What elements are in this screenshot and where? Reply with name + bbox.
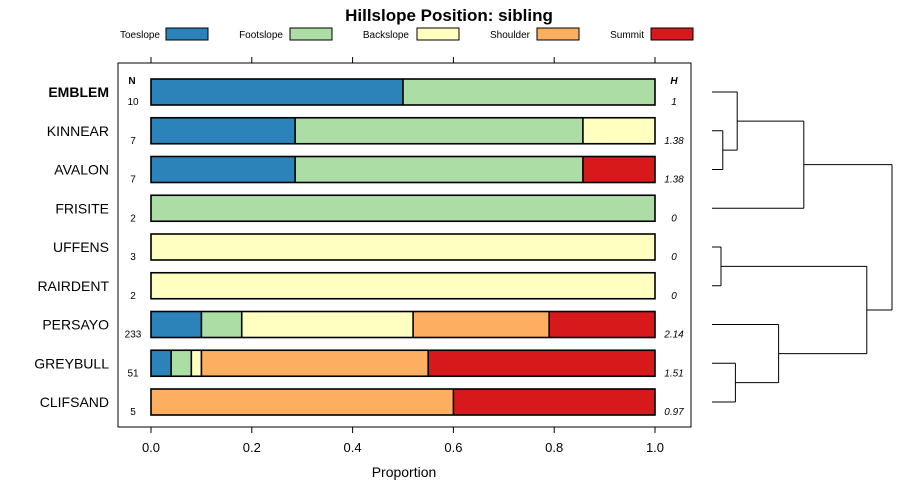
- row-h-value: 0.97: [664, 407, 684, 418]
- bar-segment-summit: [428, 350, 655, 377]
- plot-frame: [117, 62, 692, 428]
- row-h-value: 2.14: [663, 330, 684, 341]
- legend-label-shoulder: Shoulder: [490, 30, 531, 41]
- row-n-value: 7: [130, 136, 136, 147]
- bar-segment-footslope: [171, 350, 192, 377]
- bar-row-emblem: EMBLEM 10 1: [48, 78, 677, 108]
- n-column-header: N: [128, 76, 135, 87]
- bar-segment-toeslope: [151, 117, 296, 144]
- bar-outline: [150, 194, 656, 223]
- row-n-value: 10: [127, 97, 139, 108]
- bar-segment-footslope: [201, 311, 242, 338]
- bar-segment-backslope: [151, 272, 655, 299]
- h-column-header: H: [670, 76, 678, 87]
- bar-row-rairdent: RAIRDENT 2 0: [37, 271, 677, 302]
- row-n-value: 7: [130, 175, 136, 186]
- row-label: GREYBULL: [34, 355, 109, 371]
- bar-rows: EMBLEM 10 1 KINNEAR 7 1.38 AVALON 7 1.38 FRISITE 2…: [34, 78, 684, 418]
- legend: Toeslope Footslope Backslope Shoulder Summit: [120, 27, 694, 41]
- bar-outline: [150, 233, 656, 261]
- legend-label-toeslope: Toeslope: [120, 30, 160, 41]
- row-n-value: 3: [130, 252, 136, 263]
- x-tick-label: 0.0: [142, 440, 160, 455]
- bar-segment-toeslope: [151, 350, 172, 377]
- row-h-value: 1: [671, 97, 677, 108]
- legend-swatch-summit: [650, 27, 694, 41]
- bar-outline: [150, 388, 656, 416]
- row-h-value: 1.38: [664, 175, 684, 186]
- row-label: AVALON: [54, 162, 109, 178]
- x-tick-label: 0.2: [243, 440, 261, 455]
- bar-segment-backslope: [582, 117, 655, 144]
- row-h-value: 0: [671, 252, 677, 263]
- row-n-value: 233: [125, 330, 142, 341]
- row-label: RAIRDENT: [37, 278, 109, 294]
- row-label: FRISITE: [55, 200, 109, 216]
- row-h-value: 0: [671, 291, 677, 302]
- bar-segment-summit: [453, 389, 655, 415]
- x-axis-title: Proportion: [372, 464, 437, 480]
- bar-segment-summit: [549, 311, 655, 338]
- bar-outline: [150, 310, 656, 339]
- bar-segment-backslope: [191, 350, 202, 377]
- bar-row-uffens: UFFENS 3 0: [53, 233, 677, 263]
- bar-segment-footslope: [403, 79, 655, 105]
- bar-segment-shoulder: [201, 350, 429, 377]
- bar-segment-shoulder: [151, 389, 454, 415]
- bar-row-avalon: AVALON 7 1.38: [54, 155, 684, 186]
- row-h-value: 1.51: [664, 368, 683, 379]
- legend-swatch-toeslope: [165, 27, 209, 41]
- bar-segment-backslope: [151, 234, 655, 260]
- row-n-value: 5: [130, 407, 136, 418]
- bar-outline: [150, 155, 656, 184]
- legend-swatch-shoulder: [536, 27, 580, 41]
- bar-segment-footslope: [295, 117, 583, 144]
- bar-outline: [150, 349, 656, 378]
- bar-outline: [150, 116, 656, 145]
- dendrogram: [712, 91, 893, 403]
- bar-outline: [150, 78, 656, 106]
- legend-label-summit: Summit: [610, 30, 644, 41]
- legend-label-footslope: Footslope: [239, 30, 283, 41]
- bar-segment-toeslope: [151, 156, 296, 183]
- bar-row-greybull: GREYBULL 51 1.51: [34, 349, 684, 379]
- x-tick-label: 0.8: [545, 440, 563, 455]
- bar-row-persayo: PERSAYO 233 2.14: [42, 310, 684, 341]
- row-h-value: 1.38: [664, 136, 684, 147]
- bar-segment-footslope: [295, 156, 583, 183]
- legend-swatch-backslope: [416, 27, 460, 41]
- bar-row-frisite: FRISITE 2 0: [55, 194, 677, 224]
- x-tick-label: 0.6: [444, 440, 462, 455]
- row-label: EMBLEM: [48, 84, 109, 100]
- row-label: KINNEAR: [47, 123, 109, 139]
- x-tick-label: 0.4: [344, 440, 362, 455]
- bar-segment-toeslope: [151, 79, 403, 105]
- row-h-value: 0: [671, 213, 677, 224]
- x-axis: 0.0 0.2 0.4 0.6 0.8 1.0: [142, 57, 664, 455]
- bar-row-kinnear: KINNEAR 7 1.38: [47, 116, 684, 147]
- row-label: UFFENS: [53, 239, 109, 255]
- row-label: CLIFSAND: [40, 394, 109, 410]
- bar-segment-toeslope: [151, 311, 202, 338]
- row-label: PERSAYO: [42, 317, 109, 333]
- bar-segment-footslope: [151, 195, 655, 222]
- legend-swatch-footslope: [289, 27, 333, 41]
- x-tick-label: 1.0: [646, 440, 664, 455]
- bar-segment-summit: [582, 156, 655, 183]
- bar-segment-shoulder: [413, 311, 550, 338]
- bar-segment-backslope: [241, 311, 414, 338]
- bar-row-clifsand: CLIFSAND 5 0.97: [40, 388, 684, 418]
- chart-title: Hillslope Position: sibling: [345, 6, 553, 25]
- bar-outline: [150, 271, 656, 300]
- row-n-value: 2: [130, 291, 136, 302]
- row-n-value: 51: [127, 368, 139, 379]
- row-n-value: 2: [130, 213, 136, 224]
- legend-label-backslope: Backslope: [363, 30, 410, 41]
